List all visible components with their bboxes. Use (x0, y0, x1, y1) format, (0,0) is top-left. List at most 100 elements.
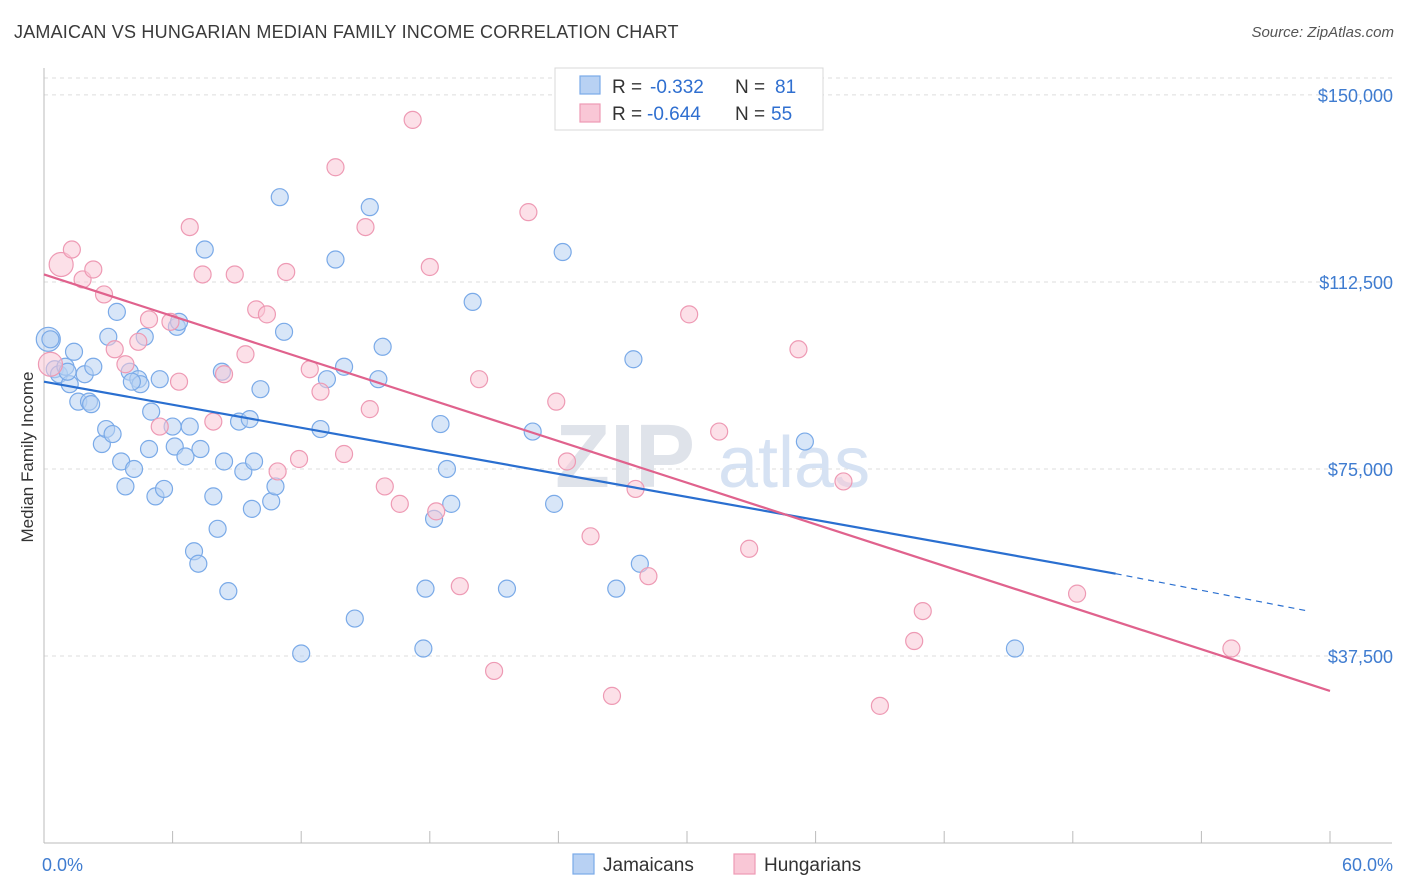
data-point-hungarians (225, 265, 244, 284)
y-tick-label: $75,000 (1328, 460, 1393, 480)
data-point-jamaicans (107, 302, 126, 321)
data-point-jamaicans (345, 609, 364, 628)
data-point-hungarians (1067, 584, 1087, 603)
data-point-jamaicans (266, 477, 285, 496)
trend-line-jamaicans (43, 380, 1116, 575)
legend-n-label: N = (735, 104, 765, 125)
source-label: Source: ZipAtlas.com (1251, 24, 1394, 41)
trend-line-jamaicans-extension (1115, 573, 1309, 612)
data-point-jamaicans (189, 554, 208, 573)
y-tick-label: $150,000 (1318, 86, 1393, 106)
data-point-hungarians (356, 217, 375, 237)
data-point-jamaicans (214, 452, 234, 471)
data-point-jamaicans (82, 395, 101, 414)
data-point-jamaicans (292, 644, 311, 663)
data-point-hungarians (789, 340, 808, 359)
series-legend-swatch-jamaicans (572, 853, 595, 875)
trend-lines (43, 273, 1331, 692)
series-legend: Jamaicans Hungarians (572, 853, 861, 876)
data-point-jamaicans (463, 292, 482, 311)
data-point-hungarians (519, 203, 538, 222)
legend-r-label: R = (612, 77, 642, 98)
y-axis-label: Median Family Income (18, 371, 37, 542)
data-points (35, 110, 1241, 715)
legend-r-value: -0.332 (650, 77, 704, 98)
watermark-zip: ZIP (555, 407, 695, 507)
data-point-hungarians (326, 158, 345, 177)
data-point-hungarians (62, 240, 81, 259)
data-point-hungarians (169, 372, 189, 391)
data-point-jamaicans (624, 350, 643, 369)
data-point-jamaicans (442, 494, 461, 513)
data-point-jamaicans (416, 579, 435, 598)
data-point-hungarians (105, 340, 124, 359)
data-point-jamaicans (270, 188, 289, 207)
data-point-jamaicans (191, 439, 210, 459)
data-point-jamaicans (124, 459, 144, 479)
data-point-hungarians (48, 251, 74, 278)
data-point-hungarians (311, 382, 330, 401)
data-point-jamaicans (204, 487, 223, 506)
data-point-hungarians (37, 351, 64, 377)
legend-n-value: 55 (771, 104, 792, 125)
data-point-hungarians (214, 365, 234, 384)
data-point-hungarians (710, 422, 729, 441)
data-point-jamaicans (262, 492, 281, 511)
data-point-jamaicans (431, 414, 450, 434)
data-point-jamaicans (373, 337, 392, 356)
data-point-jamaicans (142, 402, 161, 421)
data-point-hungarians (236, 345, 255, 364)
legend-swatch-jamaicans (579, 75, 601, 95)
data-point-hungarians (905, 631, 924, 651)
legend-n-label: N = (735, 77, 765, 98)
data-point-hungarians (427, 502, 446, 521)
data-point-hungarians (740, 539, 759, 558)
x-tick-label: 0.0% (42, 855, 83, 875)
data-point-hungarians (834, 472, 853, 491)
data-point-jamaicans (274, 322, 294, 341)
data-point-hungarians (84, 260, 103, 279)
data-point-hungarians (469, 370, 489, 389)
data-point-jamaicans (180, 417, 199, 436)
data-point-hungarians (913, 601, 932, 621)
series-legend-jamaicans: Jamaicans (603, 855, 694, 876)
data-point-jamaicans (251, 380, 270, 399)
data-point-jamaicans (326, 250, 345, 269)
data-point-jamaicans (630, 554, 649, 573)
data-point-jamaicans (139, 439, 159, 459)
data-point-hungarians (129, 332, 148, 351)
data-point-jamaicans (414, 639, 433, 658)
data-point-jamaicans (176, 447, 195, 466)
y-tick-label: $37,500 (1328, 647, 1393, 667)
data-point-hungarians (180, 217, 199, 237)
series-legend-swatch-hungarians (733, 853, 756, 875)
data-point-hungarians (680, 305, 699, 324)
data-point-hungarians (193, 265, 212, 284)
data-point-jamaicans (795, 432, 814, 451)
data-point-jamaicans (497, 579, 517, 598)
watermark-atlas: atlas (718, 423, 870, 503)
data-point-hungarians (116, 355, 135, 374)
data-point-jamaicans (208, 519, 227, 538)
data-point-hungarians (581, 527, 600, 546)
data-point-hungarians (390, 494, 409, 513)
data-point-jamaicans (244, 452, 264, 471)
data-point-hungarians (257, 305, 277, 324)
data-point-jamaicans (116, 477, 135, 496)
data-point-hungarians (375, 477, 394, 496)
data-point-hungarians (334, 444, 354, 464)
data-point-jamaicans (545, 494, 564, 513)
data-point-hungarians (403, 110, 422, 129)
grid-lines (44, 77, 1392, 657)
data-point-jamaicans (103, 424, 122, 444)
data-point-hungarians (139, 310, 159, 329)
y-tick-labels: $37,500 $75,000 $112,500 $150,000 (1318, 86, 1393, 667)
data-point-hungarians (602, 686, 622, 705)
data-point-jamaicans (242, 499, 262, 518)
data-point-jamaicans (437, 459, 457, 479)
data-point-jamaicans (41, 330, 60, 349)
data-point-hungarians (639, 567, 658, 586)
data-point-jamaicans (150, 370, 169, 389)
legend-swatch-hungarians (579, 103, 601, 123)
